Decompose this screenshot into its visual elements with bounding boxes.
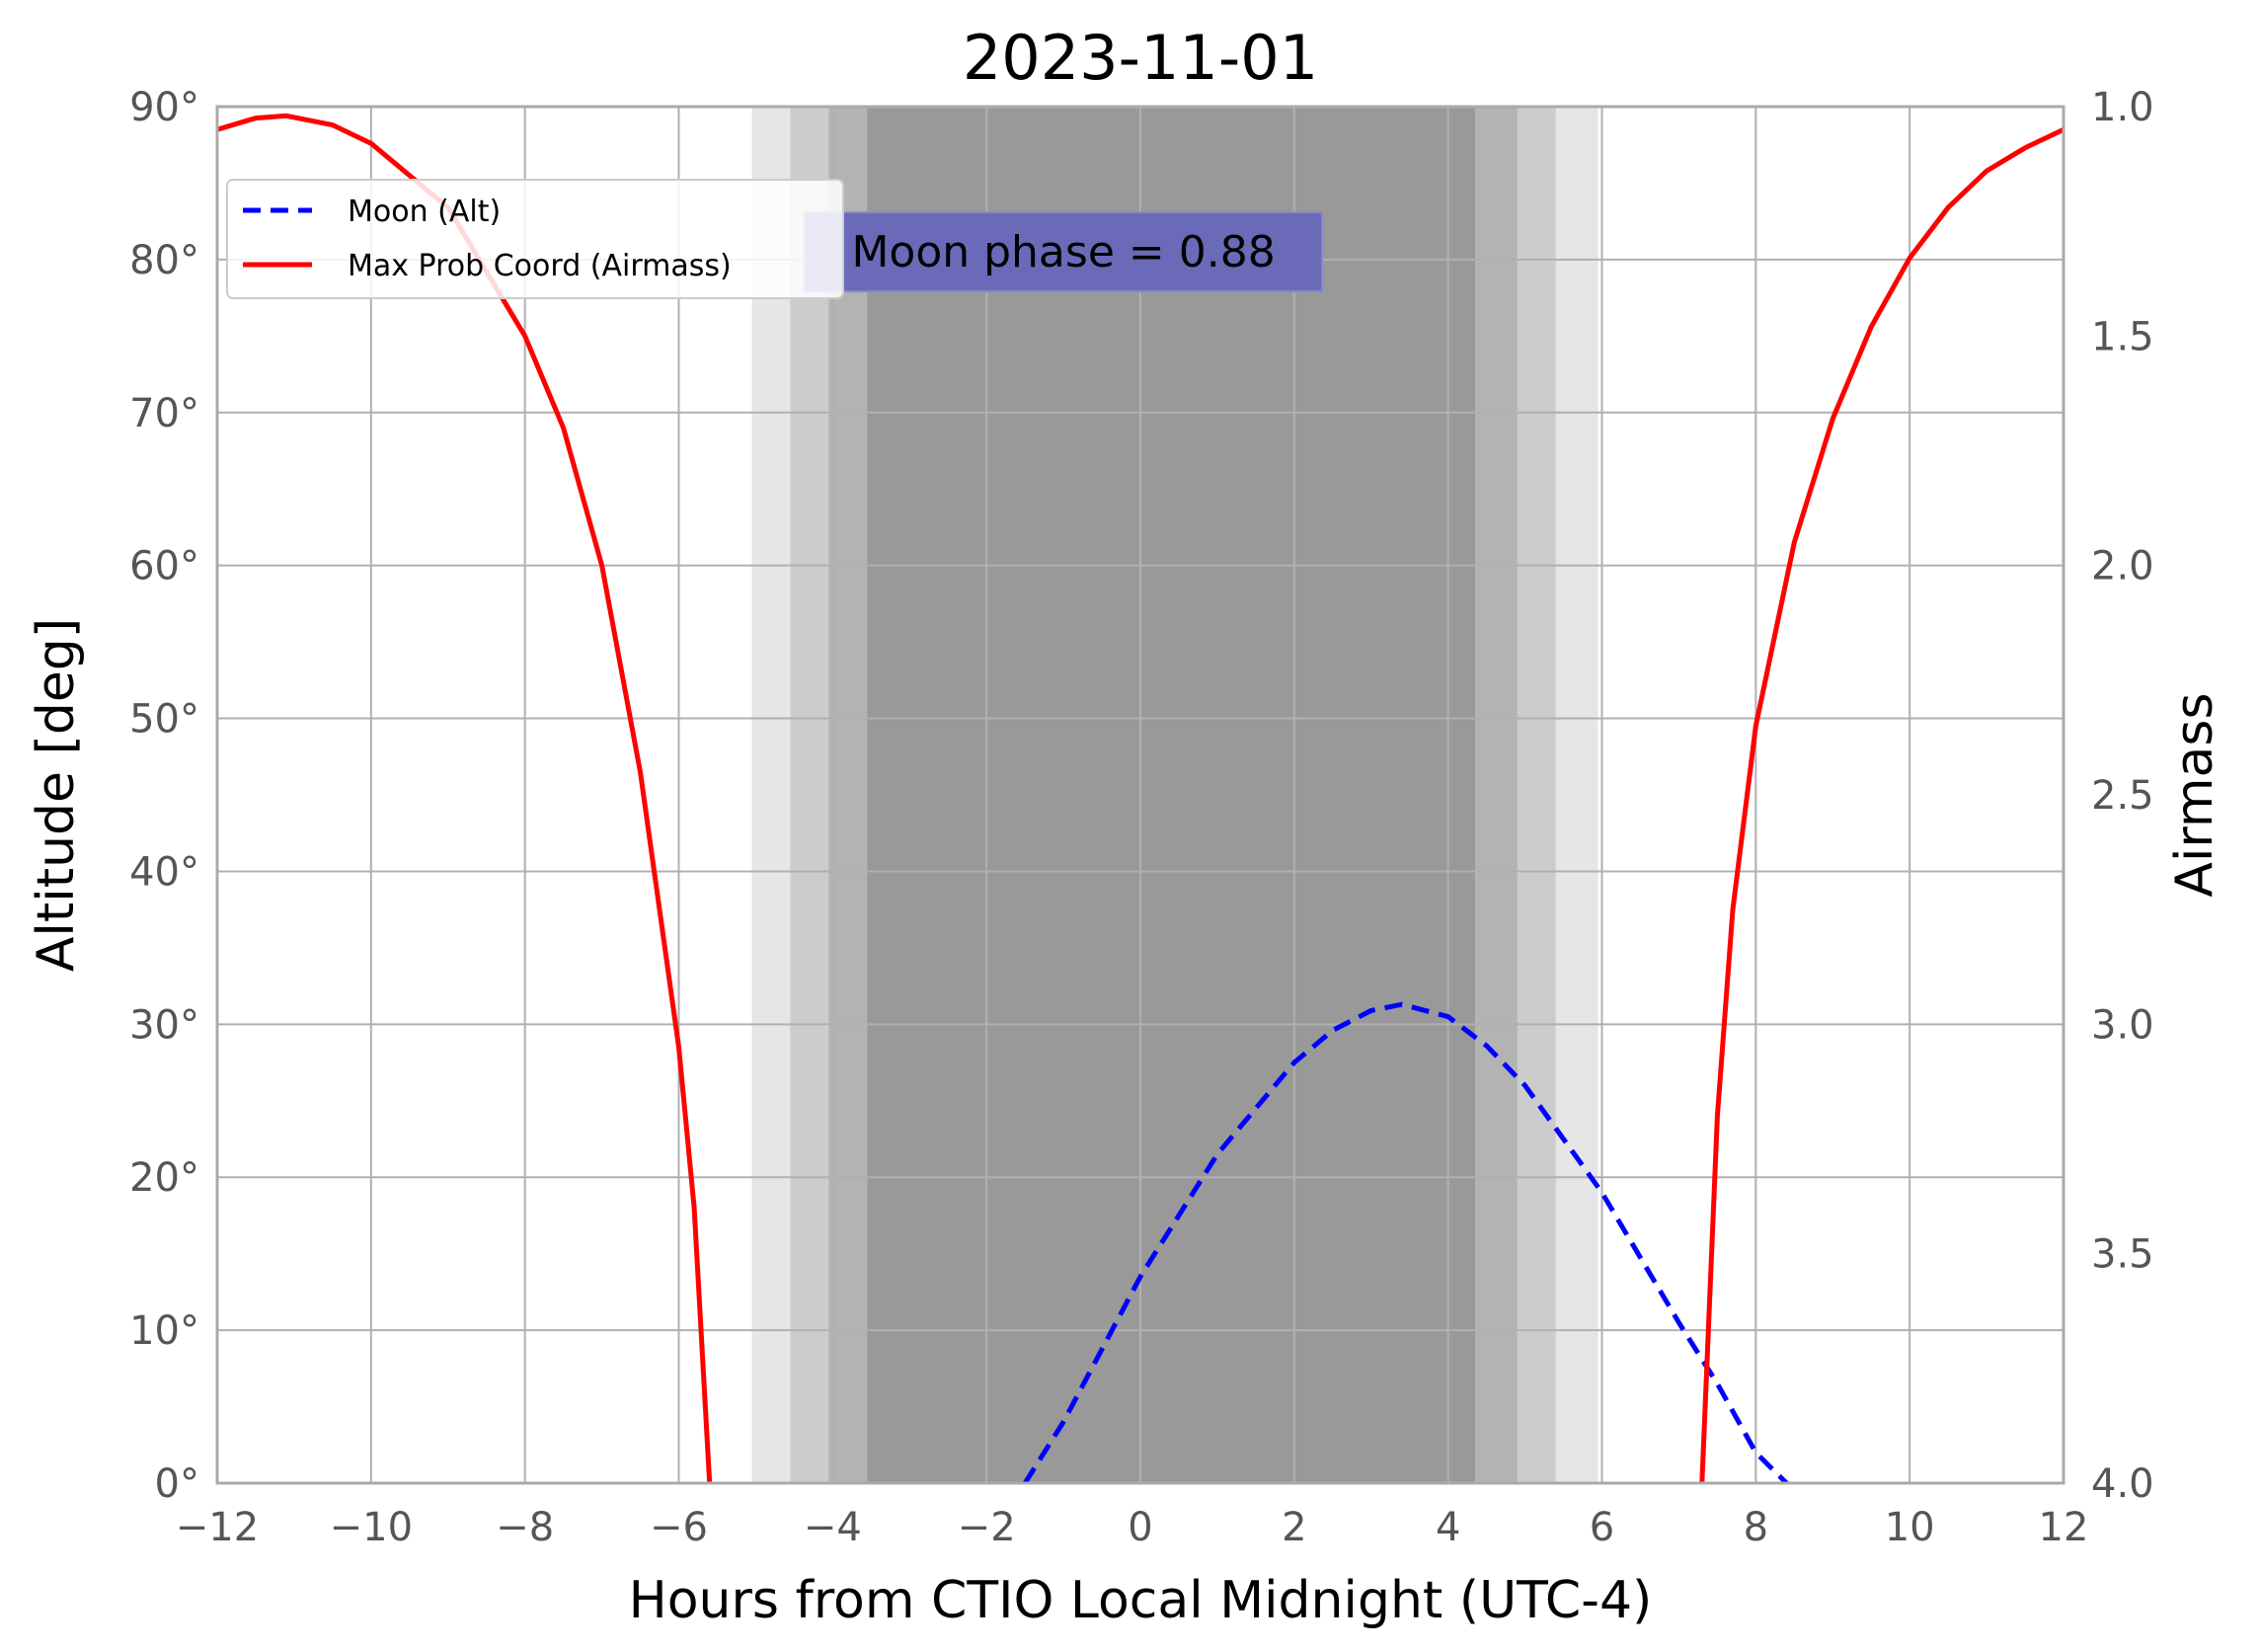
y-tick-label: 70°	[129, 391, 199, 436]
x-tick-label: −2	[958, 1505, 1016, 1550]
annotation-text: Moon phase = 0.88	[851, 227, 1275, 277]
y-tick-label: 20°	[129, 1155, 199, 1201]
twilight-bands	[751, 107, 1598, 1483]
legend-label-moon: Moon (Alt)	[348, 195, 501, 229]
x-tick-label: −12	[176, 1505, 259, 1550]
y-tick-label: 50°	[129, 697, 199, 743]
x-axis-ticks: −12 −10 −8 −6 −4 −2 0 2 4 6 8 10 12	[176, 1505, 2089, 1550]
y-tick-label: 40°	[129, 849, 199, 895]
y-tick-label: 0°	[155, 1461, 199, 1507]
legend-label-max-prob: Max Prob Coord (Airmass)	[348, 249, 732, 283]
y2-tick-label: 1.5	[2091, 314, 2154, 359]
x-tick-label: 12	[2039, 1505, 2089, 1550]
y2-axis-ticks: 1.0 1.5 2.0 2.5 3.0 3.5 4.0	[2091, 85, 2154, 1507]
y-axis-ticks: 0° 10° 20° 30° 40° 50° 60° 70° 80° 90°	[129, 85, 199, 1507]
x-tick-label: −10	[330, 1505, 413, 1550]
y-tick-label: 90°	[129, 85, 199, 130]
x-tick-label: 10	[1885, 1505, 1935, 1550]
x-tick-label: −4	[804, 1505, 862, 1550]
x-tick-label: 2	[1282, 1505, 1306, 1550]
y2-tick-label: 2.5	[2091, 773, 2154, 819]
y2-tick-label: 1.0	[2091, 85, 2154, 130]
x-tick-label: 6	[1590, 1505, 1614, 1550]
x-tick-label: 4	[1436, 1505, 1460, 1550]
series-line-1-1	[1699, 126, 2064, 1483]
twilight-band-3	[867, 107, 1475, 1483]
plot-frame	[215, 105, 2065, 1485]
y-tick-label: 30°	[129, 1002, 199, 1048]
x-tick-label: −6	[650, 1505, 708, 1550]
y2-tick-label: 4.0	[2091, 1461, 2154, 1507]
y-tick-label: 10°	[129, 1308, 199, 1354]
annotation-box	[804, 211, 1324, 293]
y2-tick-label: 3.0	[2091, 1002, 2154, 1048]
series-line-0-0	[1022, 1001, 1789, 1483]
legend-box	[226, 179, 844, 299]
series-lines	[217, 113, 2064, 1483]
chart-title: 2023-11-01	[963, 22, 1318, 94]
y2-axis-label: Airmass	[2165, 692, 2224, 897]
y-axis-label: Altitude [deg]	[27, 618, 86, 972]
x-tick-label: −8	[496, 1505, 554, 1550]
y2-tick-label: 2.0	[2091, 544, 2154, 590]
legend: Moon (Alt) Max Prob Coord (Airmass)	[226, 179, 844, 299]
y-tick-label: 60°	[129, 544, 199, 590]
moon-phase-annotation: Moon phase = 0.88	[804, 211, 1324, 293]
x-tick-label: 0	[1128, 1505, 1152, 1550]
y2-tick-label: 3.5	[2091, 1232, 2154, 1278]
y-tick-label: 80°	[129, 238, 199, 283]
x-axis-label: Hours from CTIO Local Midnight (UTC-4)	[629, 1571, 1653, 1630]
x-tick-label: 8	[1744, 1505, 1768, 1550]
series-line-1-0	[217, 113, 713, 1483]
